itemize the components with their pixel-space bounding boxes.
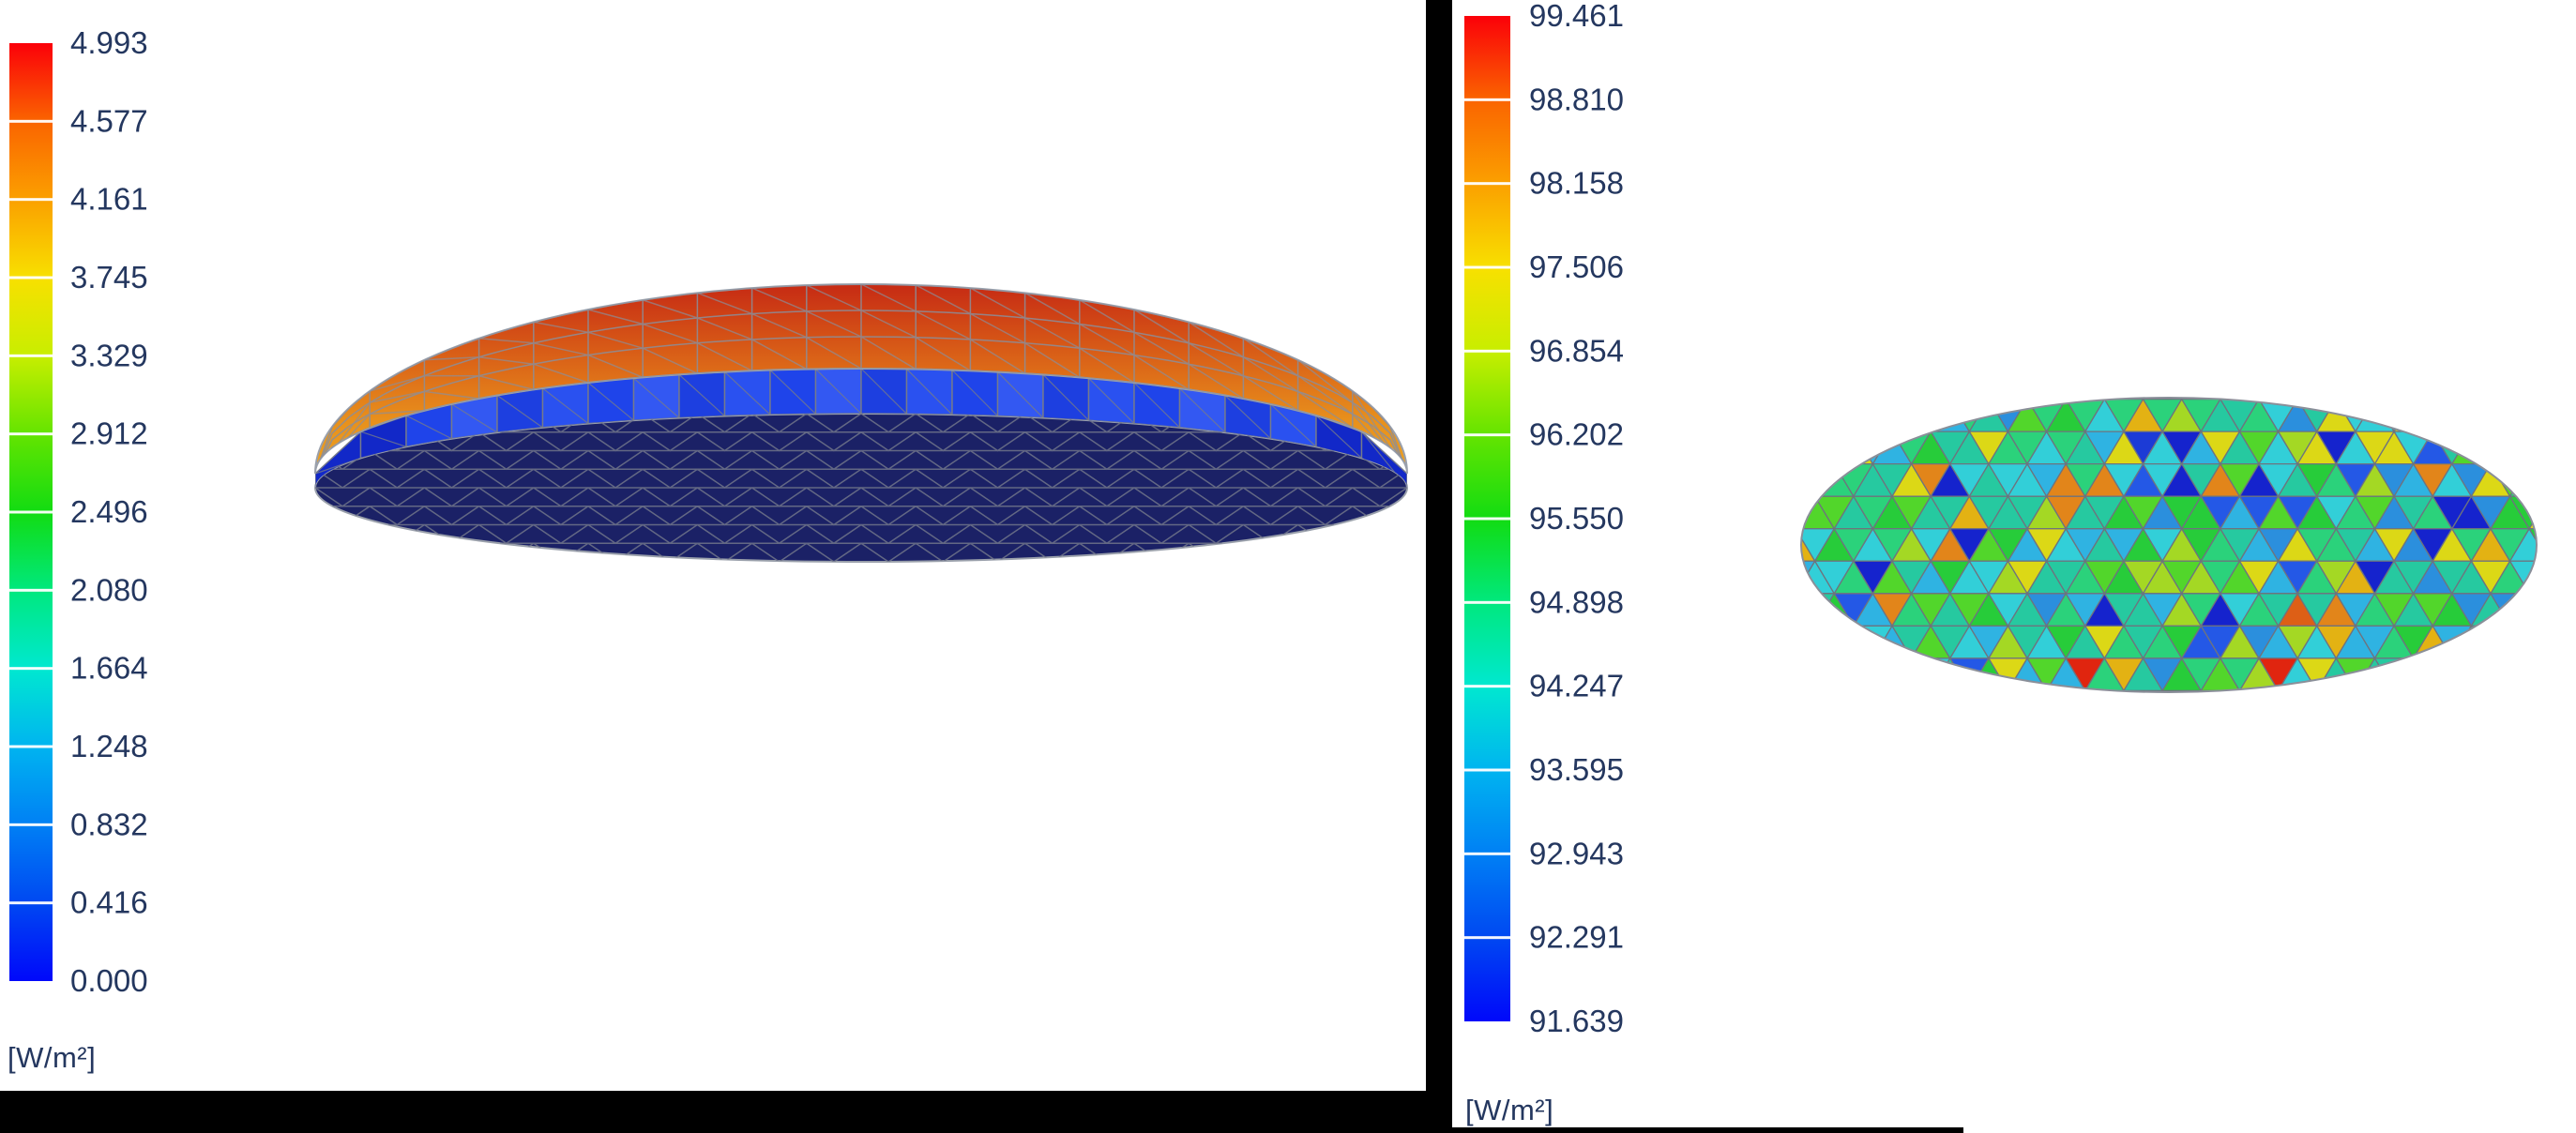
colorbar-segment-gap — [9, 198, 53, 202]
colorbar-tick-label: 92.943 — [1529, 836, 1624, 870]
colorbar-segment-gap — [1464, 433, 1510, 437]
colorbar-tick-label: 2.080 — [70, 572, 148, 607]
disc-outline — [1800, 397, 2538, 693]
colorbar-tick-label: 0.832 — [70, 807, 148, 841]
colorbar-segment-gap — [9, 901, 53, 905]
colorbar-tick-label: 3.329 — [70, 338, 148, 372]
colorbar-segment-gap — [1464, 265, 1510, 269]
colorbar-segment-gap — [9, 510, 53, 514]
colorbar-segment-gap — [9, 823, 53, 826]
colorbar-tick-label: 98.158 — [1529, 166, 1624, 201]
colorbar-segment-gap — [1464, 517, 1510, 521]
colorbar-tick-label: 4.577 — [70, 103, 148, 138]
colorbar-tick-label: 98.810 — [1529, 82, 1624, 116]
bottom-letterbox-left — [0, 1091, 1452, 1133]
bottom-letterbox-right — [1452, 1127, 1963, 1133]
colorbar-tick-label: 96.202 — [1529, 417, 1624, 452]
colorbar-segment-gap — [9, 667, 53, 671]
colorbar-segment-gap — [1464, 349, 1510, 353]
left-unit-label: [W/m²] — [8, 1041, 97, 1074]
left-viewport: 4.993 4.577 4.161 3.745 3.329 2.912 2.496 2.080… — [0, 0, 1426, 1091]
colorbar-segment-gap — [9, 745, 53, 748]
colorbar-tick-label: 2.496 — [70, 494, 148, 529]
colorbar-segment-gap — [9, 588, 53, 592]
colorbar-segment-gap — [1464, 98, 1510, 101]
colorbar-tick-label: 1.248 — [70, 729, 148, 763]
colorbar-segment-gap — [9, 119, 53, 123]
colorbar-tick-label: 2.912 — [70, 416, 148, 451]
right-unit-label: [W/m²] — [1465, 1094, 1554, 1126]
colorbar-segment-gap — [1464, 768, 1510, 772]
colorbar-tick-label: 93.595 — [1529, 752, 1624, 787]
colorbar-segment-gap — [1464, 936, 1510, 940]
left-surface-plot: 4.993 4.577 4.161 3.745 3.329 2.912 2.496 2.080… — [9, 25, 1408, 998]
colorbar-tick-label: 97.506 — [1529, 249, 1624, 284]
colorbar-tick-label: 92.291 — [1529, 920, 1624, 955]
colorbar-tick-label: 0.000 — [70, 963, 148, 998]
right-viewport: 99.461 98.810 98.158 97.506 96.854 96.202 95.5… — [1452, 0, 2576, 1133]
colorbar-segment-gap — [9, 354, 53, 357]
colorbar-segment-gap — [1464, 182, 1510, 186]
colorbar-tick-label: 1.664 — [70, 651, 148, 686]
colorbar-tick-label: 91.639 — [1529, 1004, 1624, 1038]
right-surface-plot: 99.461 98.810 98.158 97.506 96.854 96.202 95.5… — [1464, 0, 2538, 1038]
colorbar-segment-gap — [9, 276, 53, 279]
colorbar-segment-gap — [1464, 685, 1510, 688]
colorbar-segment-gap — [1464, 600, 1510, 604]
colorbar-tick-label: 94.898 — [1529, 584, 1624, 619]
colorbar-tick-label: 3.745 — [70, 260, 148, 295]
colorbar-tick-label: 4.161 — [70, 182, 148, 217]
dome-top-mesh — [315, 284, 1407, 474]
colorbar-tick-label: 96.854 — [1529, 333, 1624, 368]
disc-triangle-mesh — [1801, 398, 2537, 692]
colorbar-tick-label: 94.247 — [1529, 669, 1624, 703]
colorbar-tick-label: 95.550 — [1529, 501, 1624, 536]
colorbar-tick-label: 0.416 — [70, 885, 148, 920]
panel-divider — [1426, 0, 1452, 1133]
colorbar-tick-label: 99.461 — [1529, 0, 1624, 33]
colorbar-segment-gap — [1464, 852, 1510, 855]
colorbar-tick-label: 4.993 — [70, 25, 148, 60]
colorbar-segment-gap — [9, 432, 53, 436]
